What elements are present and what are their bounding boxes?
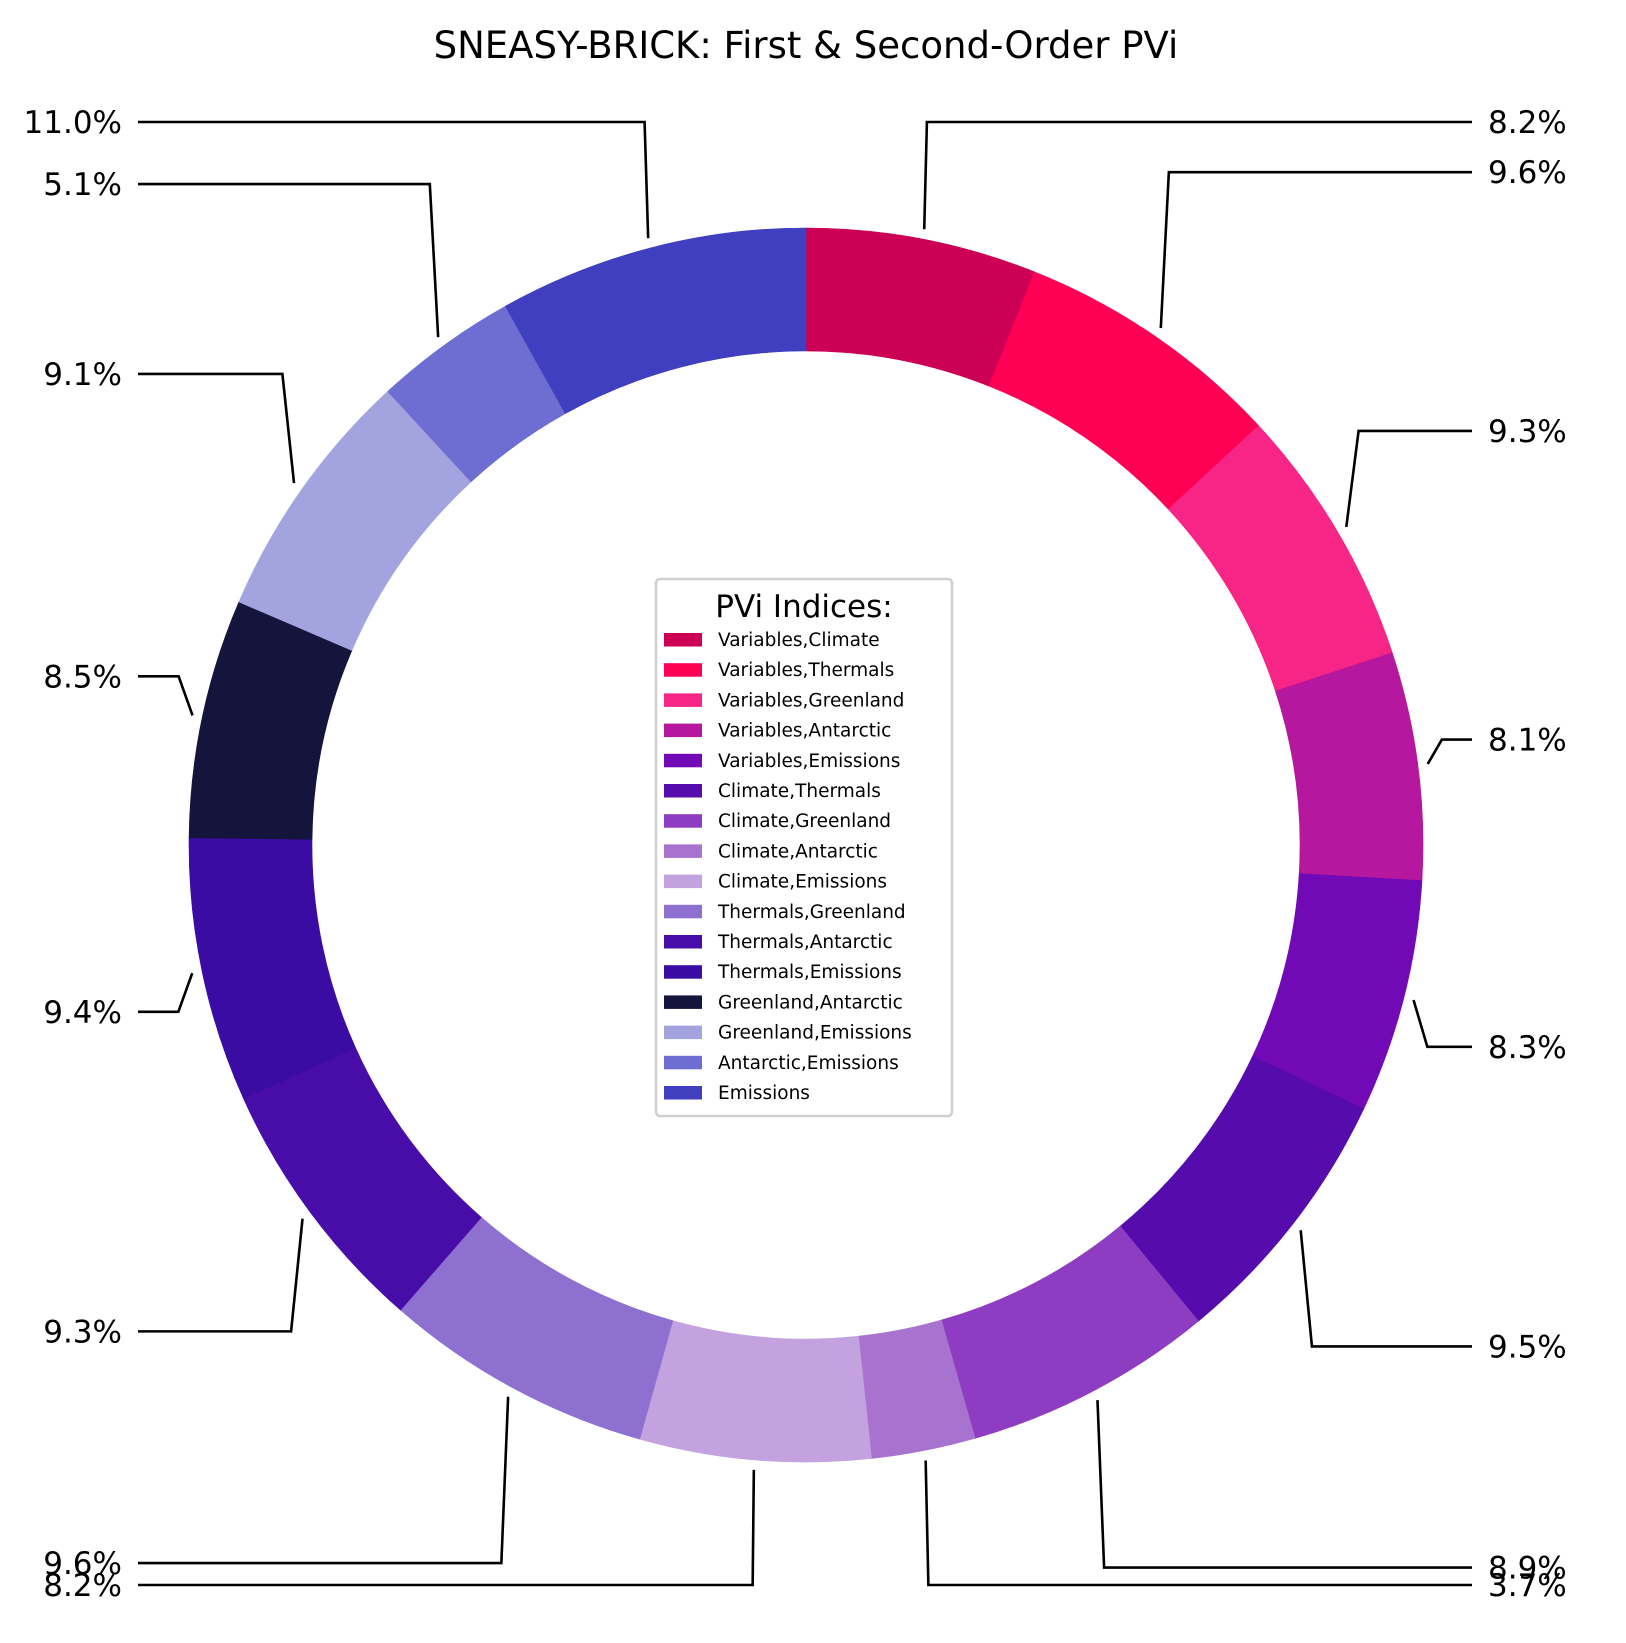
percent-label: 9.3% [1488, 414, 1567, 450]
legend-label: Variables,Greenland [718, 690, 904, 711]
slice-climate-emissions [639, 1320, 872, 1463]
legend-label: Climate,Emissions [718, 872, 887, 893]
leader-line [138, 182, 440, 338]
percent-label: 9.5% [1488, 1329, 1567, 1365]
percent-label: 8.9% [1488, 1551, 1567, 1587]
leader-line [924, 1460, 1472, 1587]
legend-label: Emissions [718, 1083, 810, 1104]
legend-swatch [664, 723, 702, 738]
legend-swatch [664, 633, 702, 647]
percent-label: 8.1% [1488, 723, 1567, 759]
percent-label: 5.1% [43, 167, 122, 203]
leader-line [138, 120, 650, 239]
legend-swatch [664, 844, 702, 858]
legend-label: Antarctic,Emissions [718, 1053, 899, 1074]
legend-swatch [664, 693, 702, 707]
percent-label: 9.1% [43, 357, 122, 393]
percent-label: 9.6% [43, 1546, 122, 1582]
legend-frame [654, 577, 954, 1118]
leader-line [138, 972, 194, 1014]
legend-swatch [664, 663, 702, 677]
legend-swatch [664, 874, 702, 889]
leader-line [138, 1396, 510, 1565]
legend-swatch [664, 1055, 702, 1070]
legend-label: Climate,Greenland [718, 811, 891, 832]
leader-line [1096, 1400, 1472, 1569]
legend-swatch [664, 753, 702, 768]
slice-emissions [504, 227, 807, 415]
legend-label: Thermals,Emissions [717, 962, 902, 983]
legend-title: PVi Indices: [715, 589, 892, 625]
leader-line [138, 1218, 304, 1333]
legend-label: Climate,Thermals [718, 781, 881, 802]
percent-label: 8.2% [1488, 105, 1567, 141]
legend-label: Variables,Thermals [718, 660, 894, 681]
leader-line [1159, 170, 1472, 329]
legend: PVi Indices: Variables,ClimateVariables,… [654, 577, 954, 1118]
slices-group [188, 227, 1424, 1463]
legend-label: Variables,Emissions [718, 751, 900, 772]
legend-swatch [664, 935, 702, 949]
legend-label: Variables,Climate [718, 630, 880, 651]
leader-line [1412, 999, 1472, 1049]
legend-swatch [664, 784, 702, 798]
leader-line [138, 372, 296, 484]
legend-swatch [664, 1025, 702, 1040]
legend-label: Greenland,Emissions [718, 1023, 912, 1044]
percent-label: 8.5% [43, 659, 122, 695]
leader-lines-group [138, 120, 1472, 1587]
leader-line [1299, 1230, 1472, 1348]
percent-labels-group: 8.2%9.6%9.3%8.1%8.3%9.5%8.9%3.7%8.2%9.6%… [24, 105, 1567, 1604]
percent-label: 3.7% [1488, 1568, 1567, 1604]
chart-title: SNEASY-BRICK: First & Second-Order PVi [434, 24, 1179, 67]
leader-line [138, 675, 194, 716]
legend-items: Variables,Climate Variables,Thermals Varia… [664, 630, 912, 1104]
legend-label: Greenland,Antarctic [718, 992, 903, 1013]
legend-swatch [664, 995, 702, 1009]
percent-label: 9.3% [43, 1314, 122, 1350]
legend-swatch [664, 1086, 702, 1100]
slice-variables-antarctic [1275, 652, 1424, 881]
leader-line [1426, 738, 1472, 765]
legend-swatch [664, 965, 702, 979]
legend-swatch [664, 904, 702, 919]
legend-label: Thermals,Antarctic [717, 932, 893, 953]
legend-label: Climate,Antarctic [718, 841, 878, 862]
leader-line [138, 1469, 756, 1587]
legend-swatch [664, 814, 702, 828]
percent-label: 9.6% [1488, 155, 1567, 191]
percent-label: 9.4% [43, 995, 122, 1031]
percent-label: 8.3% [1488, 1030, 1567, 1066]
legend-label: Thermals,Greenland [717, 902, 906, 923]
leader-line [1345, 429, 1472, 528]
percent-label: 11.0% [24, 105, 122, 141]
leader-line [922, 120, 1472, 230]
percent-label: 8.2% [43, 1568, 122, 1604]
slice-thermals-emissions [188, 837, 357, 1099]
legend-label: Variables,Antarctic [718, 721, 891, 742]
